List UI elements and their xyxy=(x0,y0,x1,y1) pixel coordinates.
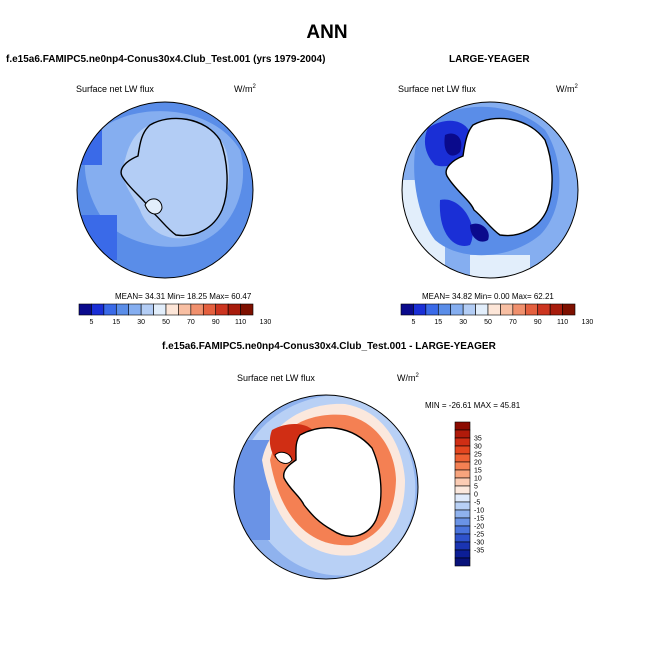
panel3-colorbar-swatch xyxy=(454,541,471,551)
panel2-colorbar-swatch xyxy=(549,303,563,316)
panel1-colorbar-tick-label: 30 xyxy=(137,319,145,326)
panel1-colorbar-tick-label: 110 xyxy=(235,319,246,326)
panel3-colorbar-swatch xyxy=(454,461,471,471)
panel3-colorbar-swatch xyxy=(454,557,471,567)
panel3-map xyxy=(234,395,418,579)
panel1-map xyxy=(77,102,253,278)
panel3-colorbar-tick-label: -15 xyxy=(474,516,484,523)
panel2-colorbar-swatch xyxy=(524,303,539,316)
panel3-colorbar-tick-label: -10 xyxy=(474,508,484,515)
panel3-colorbar-tick-label: -35 xyxy=(474,548,484,555)
panel1-colorbar: 5 15 30 50 70 90 110 130 xyxy=(78,303,272,326)
panel1-colorbar-swatch xyxy=(103,303,117,316)
panel3-colorbar-swatch xyxy=(454,493,471,503)
panel2-units: W/m2 xyxy=(556,84,578,94)
panel1-colorbar-swatch xyxy=(190,303,204,316)
panel1-colorbar-swatch xyxy=(115,303,130,316)
panel3-colorbar-tick-label: 0 xyxy=(474,492,478,499)
panel3-map-border xyxy=(233,394,419,580)
panel1-colorbar-swatch xyxy=(227,303,241,316)
panel1-colorbar-swatch xyxy=(202,303,217,316)
panel2-colorbar-swatch xyxy=(537,303,551,316)
panel3-colorbar-tick-label: -20 xyxy=(474,524,484,531)
panel3-colorbar-tick-label: -5 xyxy=(474,500,480,507)
panel3-units: W/m2 xyxy=(397,373,419,383)
panel3-colorbar-swatch xyxy=(454,525,471,535)
panel2-colorbar-tick-label: 90 xyxy=(534,319,542,326)
panel3-colorbar-tick-label: 25 xyxy=(474,452,482,459)
panel2-variable: Surface net LW flux xyxy=(398,84,476,94)
panel1-variable: Surface net LW flux xyxy=(76,84,154,94)
panel3-colorbar-tick-label: 20 xyxy=(474,460,482,467)
panel3-colorbar-swatch xyxy=(454,453,471,463)
panel1-map-border xyxy=(76,101,254,279)
panel2-colorbar-swatch xyxy=(487,303,501,316)
panel1-colorbar-tick-label: 90 xyxy=(212,319,220,326)
panel1-colorbar-swatch xyxy=(91,303,105,316)
panel2-colorbar-swatch xyxy=(425,303,439,316)
panel1-colorbar-swatch xyxy=(78,303,92,316)
panel2-colorbar-swatch xyxy=(450,303,464,316)
panel3-colorbar-swatch xyxy=(454,485,471,495)
panel2-colorbar-swatch xyxy=(512,303,526,316)
panel3-colorbar-tick-label: 10 xyxy=(474,476,482,483)
panel3-colorbar-swatch xyxy=(454,501,471,511)
panel1-colorbar-tick-label: 5 xyxy=(89,319,93,326)
panel1-title: f.e15a6.FAMIPC5.ne0np4-Conus30x4.Club_Te… xyxy=(6,54,326,65)
panel2-colorbar-swatch xyxy=(475,303,489,316)
panel2-colorbar-tick-label: 50 xyxy=(484,319,492,326)
panel1-stats: MEAN= 34.31 Min= 18.25 Max= 60.47 xyxy=(115,292,252,301)
panel3-variable: Surface net LW flux xyxy=(237,373,315,383)
panel3-colorbar-swatch xyxy=(454,445,471,455)
panel2-colorbar: 5 15 30 50 70 90 110 130 xyxy=(400,303,594,326)
panel3-colorbar-tick-label: 35 xyxy=(474,436,482,443)
panel3-title: f.e15a6.FAMIPC5.ne0np4-Conus30x4.Club_Te… xyxy=(162,341,496,352)
page-title: ANN xyxy=(306,22,348,43)
panel2-map-border xyxy=(401,101,579,279)
panel3-colorbar-tick-label: 5 xyxy=(474,484,478,491)
panel2-colorbar-tick-label: 30 xyxy=(459,319,467,326)
panel3-colorbar-tick-label: -30 xyxy=(474,540,484,547)
panel1-colorbar-swatch xyxy=(215,303,229,316)
panel3-colorbar-swatch xyxy=(454,477,471,487)
panel1-colorbar-tick-label: 50 xyxy=(162,319,170,326)
panel3-colorbar-swatch xyxy=(454,437,471,447)
panel1-colorbar-swatch xyxy=(153,303,167,316)
panel3-colorbar-tick-label: 15 xyxy=(474,468,482,475)
panel1-units: W/m2 xyxy=(234,84,256,94)
panel2-colorbar-swatch xyxy=(413,303,427,316)
panel2-colorbar-tick-label: 70 xyxy=(509,319,517,326)
panel1-colorbar-tick-label: 15 xyxy=(112,319,120,326)
panel3-stats: MIN = -26.61 MAX = 45.81 xyxy=(425,401,521,410)
panel2-colorbar-tick-label: 130 xyxy=(582,319,594,326)
panel1-colorbar-swatch xyxy=(140,303,154,316)
panel1-colorbar-swatch xyxy=(128,303,142,316)
panel2-colorbar-swatch xyxy=(462,303,476,316)
panel2-colorbar-swatch xyxy=(437,303,452,316)
panel3-colorbar-swatch xyxy=(454,469,471,479)
panel3-colorbar-swatch xyxy=(454,429,471,439)
panel2-colorbar-swatch xyxy=(500,303,514,316)
panel2-colorbar-swatch xyxy=(562,303,576,316)
panel3-colorbar-swatch xyxy=(454,549,471,559)
panel3-colorbar-swatch xyxy=(454,533,471,543)
panel2-stats: MEAN= 34.82 Min= 0.00 Max= 62.21 xyxy=(422,292,554,301)
panel1-colorbar-swatch xyxy=(240,303,254,316)
panel2-title: LARGE-YEAGER xyxy=(449,54,530,65)
panel1-colorbar-swatch xyxy=(178,303,192,316)
panel3-colorbar-swatch xyxy=(454,517,471,527)
panel1-colorbar-tick-label: 130 xyxy=(260,319,272,326)
panel3-colorbar-swatch xyxy=(454,509,471,519)
panel2-colorbar-tick-label: 110 xyxy=(557,319,568,326)
panel2-colorbar-tick-label: 15 xyxy=(434,319,442,326)
panel2-colorbar-swatch xyxy=(400,303,414,316)
panel1-colorbar-tick-label: 70 xyxy=(187,319,195,326)
panel3-colorbar-tick-label: -25 xyxy=(474,532,484,539)
panel3-colorbar-swatch xyxy=(454,421,471,431)
panel2-colorbar-tick-label: 5 xyxy=(411,319,415,326)
panel1-colorbar-swatch xyxy=(165,303,179,316)
panel3-colorbar-tick-label: 30 xyxy=(474,444,482,451)
